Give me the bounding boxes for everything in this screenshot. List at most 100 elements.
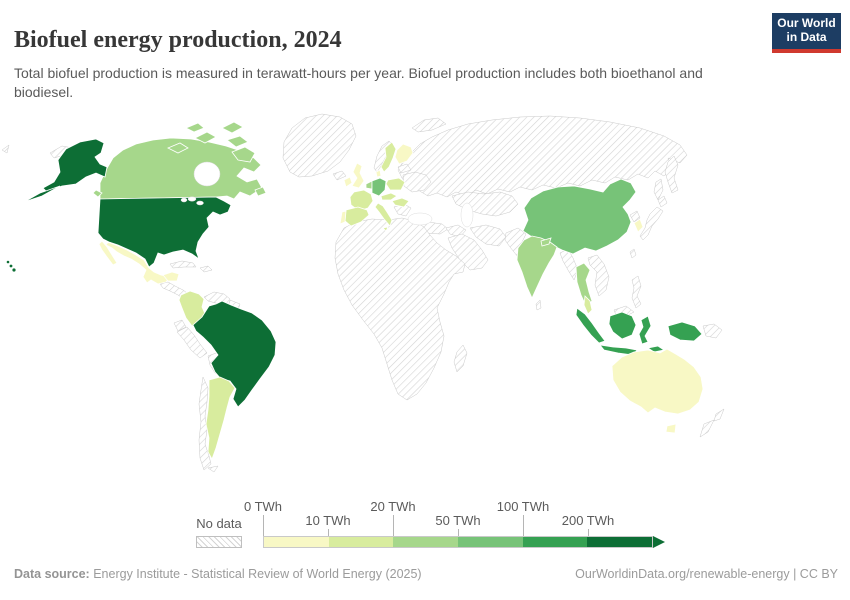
region-tierra-del-fuego[interactable] xyxy=(207,465,219,473)
country-brazil[interactable] xyxy=(192,300,277,408)
great-lake-1 xyxy=(187,196,197,202)
country-argentina[interactable] xyxy=(205,376,236,460)
legend-tickline-0 xyxy=(263,515,264,536)
country-canada-island-3[interactable] xyxy=(221,121,244,134)
country-malaysia[interactable] xyxy=(583,295,593,315)
country-nepal[interactable] xyxy=(540,237,552,247)
country-italy[interactable] xyxy=(374,202,393,227)
country-india[interactable] xyxy=(516,235,558,299)
country-canada[interactable] xyxy=(99,137,263,200)
region-hispaniola[interactable] xyxy=(199,265,213,273)
country-thailand[interactable] xyxy=(575,262,593,307)
country-canada-island-4[interactable] xyxy=(226,135,249,148)
country-canada-newfoundland[interactable] xyxy=(254,186,267,197)
legend-swatch-0-10[interactable] xyxy=(264,537,329,547)
country-indonesia-sumatra[interactable] xyxy=(575,307,606,344)
country-netherlands[interactable] xyxy=(365,180,373,190)
country-hungary-romania[interactable] xyxy=(391,197,410,208)
region-greenland[interactable] xyxy=(282,113,357,178)
legend-tick-50: 50 TWh xyxy=(435,513,481,528)
country-usa-aleutians[interactable] xyxy=(23,185,61,203)
region-hokkaido[interactable] xyxy=(657,195,668,208)
country-poland[interactable] xyxy=(385,177,406,191)
region-chukotka-edge[interactable] xyxy=(1,144,10,154)
country-germany[interactable] xyxy=(371,177,387,197)
region-russia[interactable] xyxy=(397,115,688,198)
legend-swatch-200plus[interactable] xyxy=(587,537,653,547)
country-china[interactable] xyxy=(522,178,637,255)
hudson-bay xyxy=(193,161,221,187)
legend-swatch-50-100[interactable] xyxy=(458,537,523,547)
legend-swatch-20-50[interactable] xyxy=(393,537,459,547)
region-japan[interactable] xyxy=(639,206,664,241)
country-south-korea[interactable] xyxy=(633,218,644,233)
legend-swatch-10-20[interactable] xyxy=(328,537,394,547)
region-sakhalin[interactable] xyxy=(653,178,664,201)
footer-link[interactable]: OurWorldinData.org/renewable-energy | CC… xyxy=(575,567,838,581)
region-kamchatka[interactable] xyxy=(664,155,679,194)
country-canada-island-5[interactable] xyxy=(185,122,205,133)
country-canada-island-1[interactable] xyxy=(167,142,189,154)
footer-source-label: Data source: xyxy=(14,567,90,581)
legend-tick-20: 20 TWh xyxy=(370,499,416,514)
country-austria-czechia[interactable] xyxy=(380,192,398,201)
region-baltics[interactable] xyxy=(397,163,412,174)
legend-tickline-20 xyxy=(393,515,394,536)
region-north-korea[interactable] xyxy=(629,210,641,223)
region-papua-new-guinea[interactable] xyxy=(702,323,723,339)
region-ecuador[interactable] xyxy=(173,319,187,332)
country-denmark[interactable] xyxy=(375,169,382,178)
region-new-zealand-north[interactable] xyxy=(713,408,725,422)
country-indonesia-papua[interactable] xyxy=(667,321,703,342)
legend-tickline-100 xyxy=(523,515,524,536)
region-africa[interactable] xyxy=(334,217,466,401)
region-new-zealand-south[interactable] xyxy=(699,419,715,438)
country-portugal[interactable] xyxy=(339,210,347,225)
country-canada-island-2[interactable] xyxy=(194,131,217,144)
country-usa-hawaii-2[interactable] xyxy=(9,264,13,268)
country-uk[interactable] xyxy=(351,162,365,189)
country-france[interactable] xyxy=(349,189,374,212)
country-usa[interactable] xyxy=(97,196,232,268)
chart-subtitle: Total biofuel production is measured in … xyxy=(14,65,703,101)
legend-swatch-100-200[interactable] xyxy=(522,537,588,547)
region-peru[interactable] xyxy=(176,326,208,359)
footer-source: Data source: Energy Institute - Statisti… xyxy=(14,567,422,581)
region-chile[interactable] xyxy=(198,376,212,471)
country-sweden[interactable] xyxy=(380,141,397,173)
black-sea xyxy=(407,212,433,226)
country-australia[interactable] xyxy=(611,348,704,415)
region-vietnam-laos[interactable] xyxy=(587,254,610,297)
region-taiwan[interactable] xyxy=(629,248,637,259)
country-australia-tasmania[interactable] xyxy=(665,423,677,434)
country-ireland[interactable] xyxy=(343,176,353,188)
region-svalbard[interactable] xyxy=(411,117,447,133)
region-iraq-syria[interactable] xyxy=(445,224,467,238)
country-canada-vancouver-island[interactable] xyxy=(92,189,103,198)
great-lake-3 xyxy=(180,197,188,203)
country-mexico-yucatan[interactable] xyxy=(162,271,180,282)
region-arabia[interactable] xyxy=(447,233,489,271)
footer-source-text: Energy Institute - Statistical Review of… xyxy=(89,567,422,581)
region-cuba[interactable] xyxy=(169,260,197,269)
legend-no-data-swatch[interactable] xyxy=(196,536,242,548)
country-mexico[interactable] xyxy=(105,241,171,285)
region-iceland[interactable] xyxy=(332,170,347,181)
country-canada-baffin[interactable] xyxy=(231,146,256,163)
country-indonesia-kalimantan[interactable] xyxy=(608,311,637,340)
country-mexico-baja[interactable] xyxy=(98,240,118,266)
region-ukraine-belarus[interactable] xyxy=(402,171,432,193)
region-myanmar[interactable] xyxy=(559,248,579,281)
region-sri-lanka[interactable] xyxy=(535,299,542,311)
country-indonesia-sulawesi[interactable] xyxy=(638,315,652,345)
region-iran[interactable] xyxy=(469,224,507,247)
country-usa-alaska[interactable] xyxy=(42,138,108,193)
country-finland[interactable] xyxy=(394,143,414,165)
country-usa-hawaii-1[interactable] xyxy=(6,260,10,264)
region-madagascar[interactable] xyxy=(453,344,468,373)
country-sicily[interactable] xyxy=(382,226,389,232)
country-usa-hawaii-3[interactable] xyxy=(12,268,16,272)
region-philippines[interactable] xyxy=(631,275,642,309)
legend-arrow-icon xyxy=(653,536,665,548)
